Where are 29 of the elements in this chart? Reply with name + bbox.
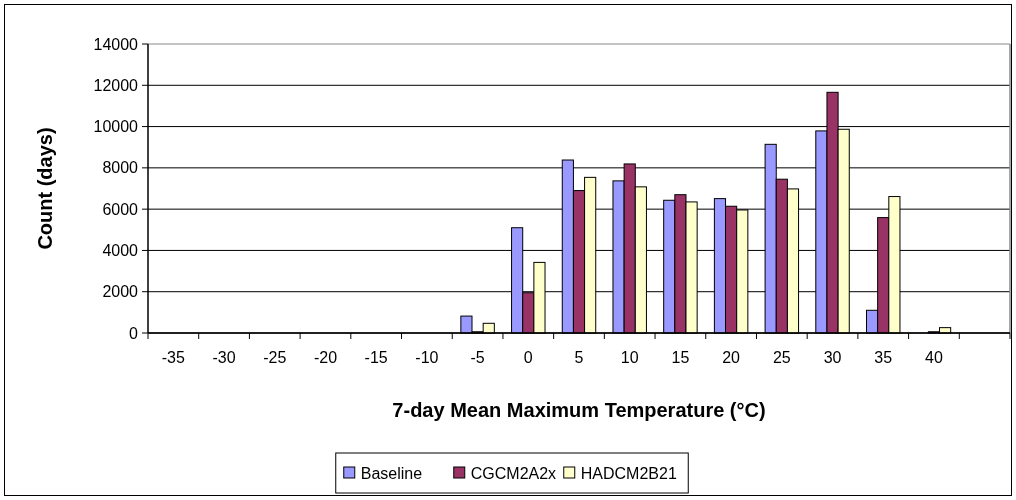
x-tick-label: -15 [364,349,388,366]
x-tick-label: 20 [722,349,741,366]
x-tick-label: 15 [671,349,690,366]
legend-label: CGCM2A2x [470,464,557,482]
x-tick-label: 30 [823,349,842,366]
x-tick-label: 35 [874,349,893,366]
x-tick-label: 25 [772,349,791,366]
x-tick-label: -35 [161,349,186,366]
x-tick-label: -30 [212,349,236,366]
legend-label: HADCM2B21 [580,464,677,482]
y-tick-label: 8000 [102,159,139,177]
x-tick-label: 10 [620,349,639,366]
x-tick-label: -20 [313,349,338,366]
y-tick-label: 2000 [102,283,139,301]
y-tick-label: 10000 [93,118,139,136]
y-tick-label: 6000 [102,200,139,218]
x-tick-label: 40 [925,349,943,366]
y-tick-label: 14000 [93,35,139,53]
x-tick-label: 0 [523,349,533,366]
legend-label: Baseline [360,464,423,482]
x-axis-title: 7-day Mean Maximum Temperature (°C) [392,399,766,421]
x-tick-label: -25 [263,349,287,366]
y-tick-label: 0 [129,324,139,342]
x-tick-label: -10 [415,349,439,366]
x-tick-label: 5 [574,349,584,366]
y-axis-title: Count (days) [34,127,56,250]
y-tick-label: 12000 [93,76,139,94]
y-tick-label: 4000 [102,242,139,260]
x-tick-label: -5 [470,349,485,366]
